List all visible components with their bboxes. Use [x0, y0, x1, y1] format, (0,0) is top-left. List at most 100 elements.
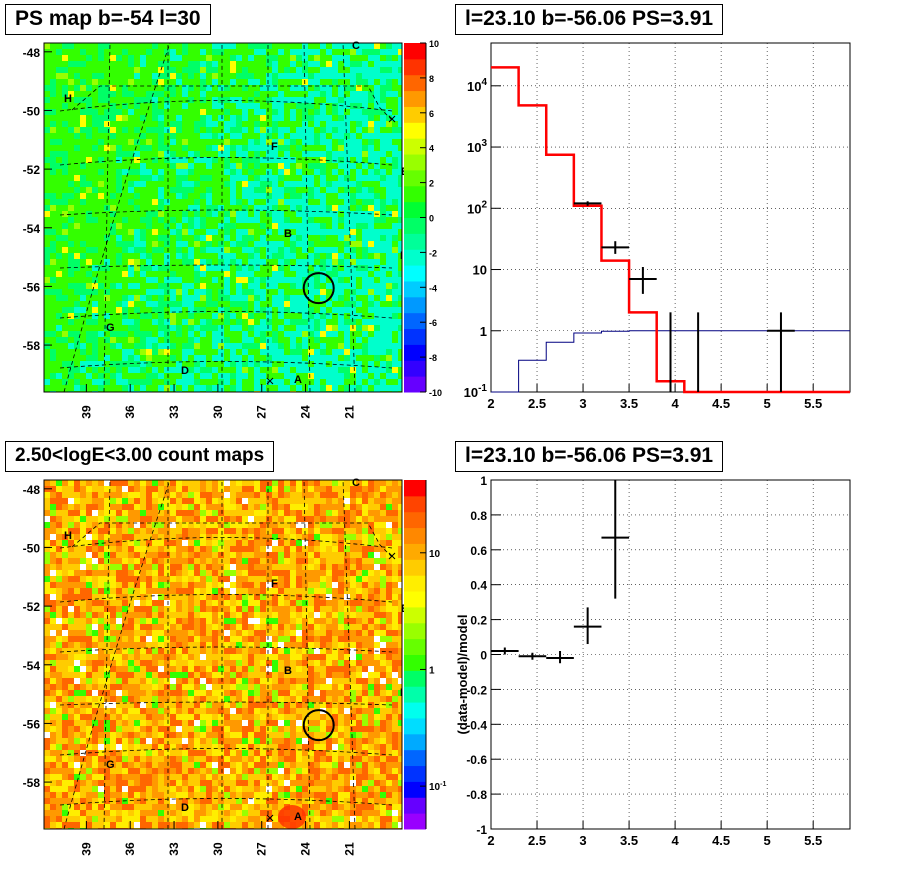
y-tick-label: -54 [23, 222, 41, 236]
colorbar-tick-label: 6 [429, 109, 434, 119]
residual-chart: 2 2.5 3 3.5 4 4.5 5 5.5 -1 -0.8 -0.6 -0.4 -0.2 0 0.2 0.… [455, 474, 851, 848]
source-label-A: A [294, 374, 302, 386]
source-label-F: F [271, 578, 278, 590]
colorbar-tick-label: 10 [429, 549, 441, 560]
coordinate-grid [59, 479, 393, 830]
x-tick-label: 2 [487, 833, 494, 848]
x-tick-label: 30 [211, 842, 225, 856]
ps-map-title: PS map b=-54 l=30 [5, 4, 211, 35]
x-tick-label: 5 [764, 396, 771, 411]
x-tick-label: 5.5 [804, 396, 822, 411]
source-label-D: D [181, 365, 189, 377]
source-label-G: G [106, 759, 115, 771]
y-tick-label: -0.2 [466, 683, 487, 697]
x-tick-label: 4 [671, 396, 679, 411]
y-axis-label: (data-model)/model [455, 615, 470, 735]
y-tick-label: -54 [23, 659, 41, 673]
colorbar-tick-label: -8 [429, 353, 437, 363]
spectrum-title: l=23.10 b=-56.06 PS=3.91 [455, 4, 724, 35]
y-tick-label: -56 [23, 280, 41, 294]
colorbar-tick-label: 4 [429, 144, 434, 154]
colorbar-tick-label: 2 [429, 179, 434, 189]
x-tick-label: 4 [671, 833, 679, 848]
x-tick-label: 24 [299, 842, 313, 856]
coordinate-grid [59, 42, 393, 393]
residual-title: l=23.10 b=-56.06 PS=3.91 [455, 441, 724, 472]
y-tick-label: -48 [23, 483, 41, 497]
x-marker [266, 814, 274, 822]
x-marker [388, 552, 396, 560]
x-tick-label: 3.5 [620, 833, 638, 848]
count-map-title: 2.50<logE<3.00 count maps [5, 441, 275, 472]
y-tick-label: 10-1 [464, 383, 488, 400]
x-tick-label: 33 [167, 842, 181, 856]
colorbar-tick-label: -10 [429, 388, 442, 398]
source-label-B: B [284, 228, 292, 240]
target-circle [302, 709, 335, 742]
y-tick-label: 0.6 [470, 544, 487, 558]
plot-frame [43, 479, 403, 830]
x-tick-label: 21 [342, 405, 356, 419]
x-tick-label: 27 [255, 405, 269, 419]
source-label-H: H [64, 93, 72, 105]
y-tick-label: -52 [23, 163, 41, 177]
x-tick-label: 33 [167, 405, 181, 419]
x-marker [388, 115, 396, 123]
source-label-I: I [400, 250, 403, 262]
y-tick-label: 104 [467, 77, 487, 94]
count-map-chart: ABCDEFGHI39363330272421-48-50-52-54-56-5… [23, 477, 447, 856]
x-tick-label: 36 [123, 405, 137, 419]
x-tick-label: 2.5 [528, 396, 546, 411]
colorbar-tick-label: 10-1 [429, 781, 446, 793]
colorbar-tick-label: 0 [429, 214, 434, 224]
source-label-C: C [352, 477, 360, 489]
y-tick-label: 0.4 [470, 579, 487, 593]
y-tick-label: -58 [23, 776, 41, 790]
y-tick-label: -48 [23, 46, 41, 60]
x-tick-label: 2 [487, 396, 494, 411]
ps-map-chart: ABCDEFGHI39363330272421-48-50-52-54-56-5… [23, 39, 442, 419]
target-circle [302, 272, 335, 305]
y-tick-label: 0 [480, 649, 487, 663]
colorbar-tick-label: -4 [429, 283, 437, 293]
x-tick-label: 3 [579, 396, 586, 411]
x-tick-label: 3 [579, 833, 586, 848]
x-tick-label: 4.5 [712, 396, 730, 411]
y-tick-label: 0.2 [470, 614, 487, 628]
colorbar-tick-label: 10 [429, 39, 439, 49]
colorbar-tick-label: 1 [429, 665, 435, 676]
x-tick-label: 27 [255, 842, 269, 856]
y-tick-label: 102 [467, 199, 487, 216]
x-tick-label: 5 [764, 833, 771, 848]
colorbar-tick-label: -6 [429, 318, 437, 328]
y-tick-label: 0.8 [470, 509, 487, 523]
source-label-C: C [352, 40, 360, 52]
source-label-A: A [294, 811, 302, 823]
x-tick-label: 21 [342, 842, 356, 856]
x-tick-label: 4.5 [712, 833, 730, 848]
x-tick-label: 5.5 [804, 833, 822, 848]
source-label-B: B [284, 665, 292, 677]
spectrum-chart: 2 2.5 3 3.5 4 4.5 5 5.5 10-1 1 10 102 103 104 [464, 42, 851, 411]
x-tick-label: 39 [79, 842, 93, 856]
x-marker [266, 377, 274, 385]
x-tick-label: 3.5 [620, 396, 638, 411]
source-label-H: H [64, 530, 72, 542]
colorbar-tick-label: -2 [429, 248, 437, 258]
x-tick-label: 2.5 [528, 833, 546, 848]
colorbar [404, 42, 427, 393]
map-cells [44, 480, 402, 829]
map-cells [44, 43, 402, 392]
y-tick-label: 1 [480, 324, 487, 339]
y-tick-label: -52 [23, 600, 41, 614]
source-label-D: D [181, 802, 189, 814]
x-tick-label: 30 [211, 405, 225, 419]
y-tick-label: -0.8 [466, 788, 487, 802]
y-tick-label: -1 [476, 823, 487, 837]
y-tick-label: 10 [473, 263, 487, 278]
y-tick-label: -50 [23, 104, 41, 118]
plot-frame [43, 42, 403, 393]
colorbar-tick-label: 8 [429, 74, 434, 84]
y-tick-label: -50 [23, 541, 41, 555]
y-tick-label: -56 [23, 717, 41, 731]
